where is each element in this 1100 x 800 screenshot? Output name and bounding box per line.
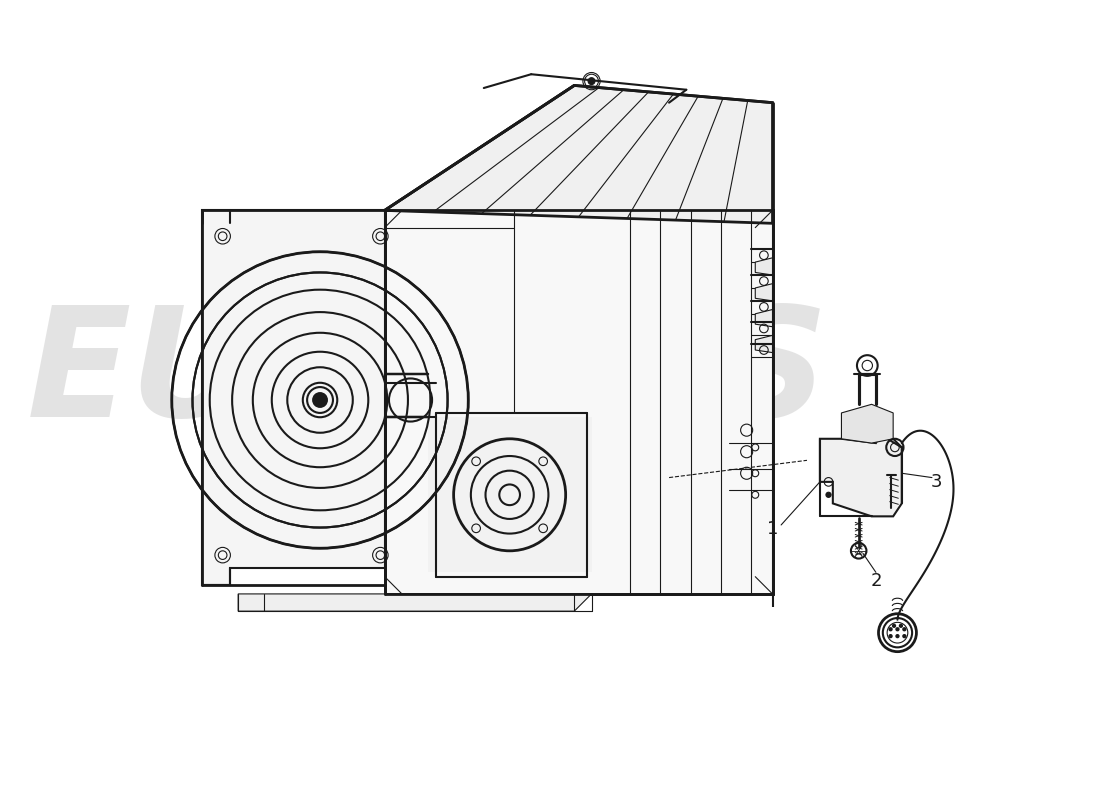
Text: 2: 2 (870, 572, 882, 590)
Polygon shape (820, 434, 902, 516)
Circle shape (889, 634, 893, 638)
Polygon shape (202, 210, 385, 586)
Polygon shape (385, 86, 772, 223)
Circle shape (902, 627, 906, 631)
Circle shape (895, 634, 900, 638)
Polygon shape (756, 310, 772, 326)
Circle shape (588, 78, 595, 85)
Text: 1: 1 (767, 520, 778, 538)
Polygon shape (385, 210, 772, 594)
Circle shape (902, 634, 906, 638)
Polygon shape (756, 284, 772, 301)
Polygon shape (239, 594, 592, 611)
Polygon shape (756, 335, 772, 353)
Text: EUROPES: EUROPES (26, 300, 829, 449)
Polygon shape (842, 404, 893, 443)
Circle shape (314, 394, 326, 406)
Circle shape (889, 627, 893, 631)
Text: 3: 3 (931, 473, 942, 491)
Text: a passion for parts since 1985: a passion for parts since 1985 (256, 435, 634, 459)
Polygon shape (428, 418, 592, 572)
Polygon shape (756, 258, 772, 275)
Circle shape (892, 624, 896, 628)
Circle shape (895, 627, 900, 631)
Circle shape (826, 492, 832, 498)
Circle shape (899, 624, 903, 628)
